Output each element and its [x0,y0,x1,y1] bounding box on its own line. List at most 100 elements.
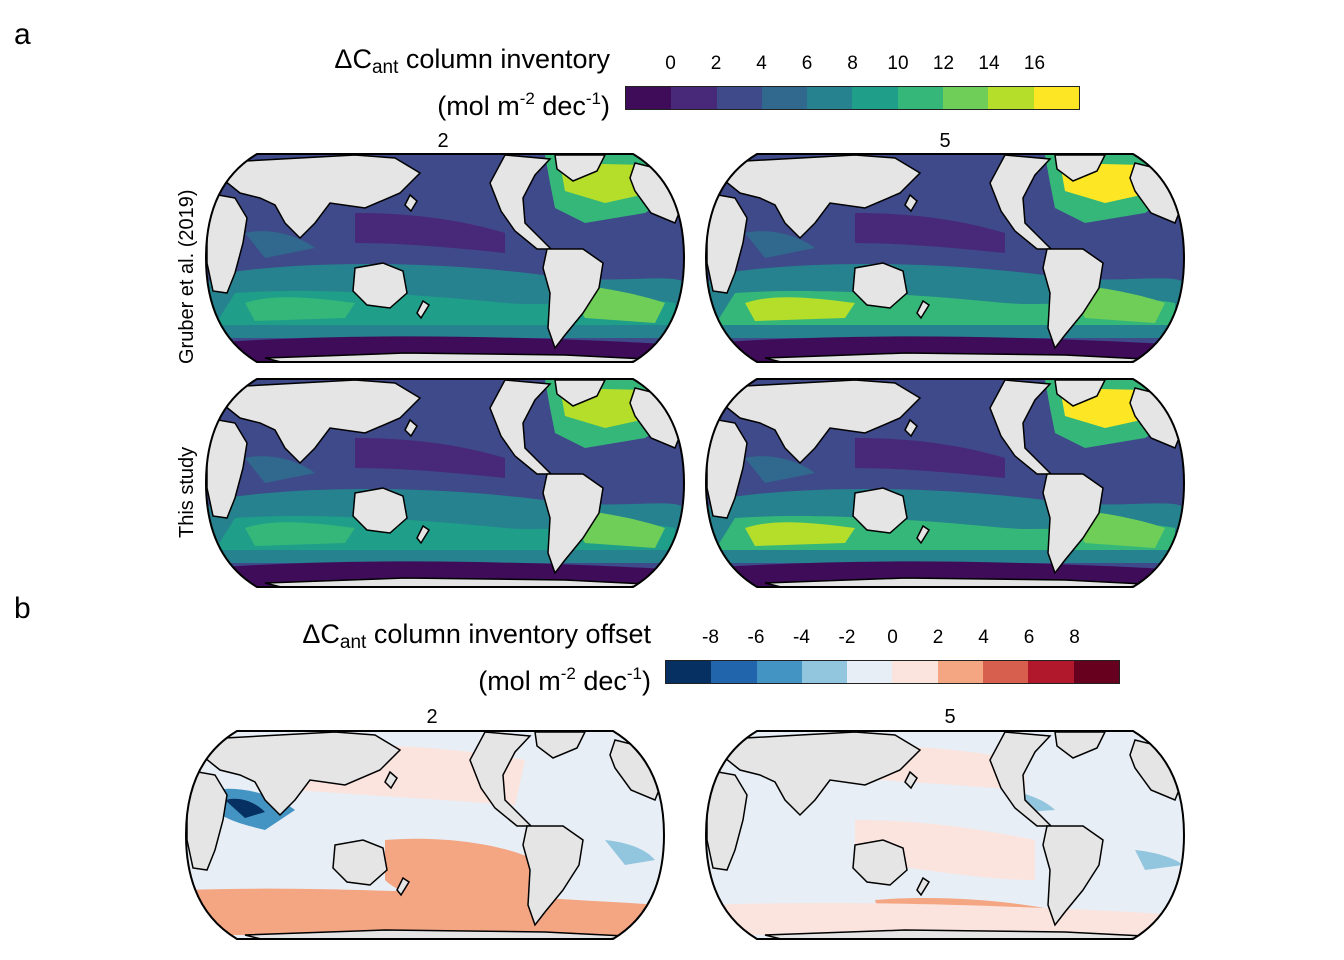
south-america-landmass [522,825,584,927]
col-title-a-right: 5 [939,130,951,152]
south-america-landmass [1042,825,1104,927]
africa-landmass [186,769,228,871]
colorbar-b-units: (mol m-2 dec-1) [478,665,651,695]
ocean-map [704,153,1186,363]
colorbar-segment [666,661,712,683]
field-region [225,798,265,818]
north-america-landmass [989,154,1053,250]
map-frame [704,730,1186,940]
south-america-landmass [542,248,604,350]
colorbar-tick-label: -2 [838,627,856,648]
map-frame [704,378,1186,588]
australia-landmass [852,839,908,886]
colorbar-segment [756,661,802,683]
australia-landmass [332,839,388,886]
colorbar-b-title: ΔCant column inventory offset [302,619,651,653]
field-region [355,438,505,478]
colorbar-segment [807,87,853,109]
field-region [245,456,315,483]
africa-landmass [206,192,248,294]
map-frame [204,378,686,588]
colorbar-tick-label: 4 [756,53,767,74]
title-rest: column inventory offset [366,619,651,649]
colorbar-segment [897,87,944,109]
field-region [245,522,355,546]
japan-landmass [904,770,918,790]
colorbar-segment [847,661,893,683]
ocean-map [704,730,1186,940]
colorbar-segment [626,87,672,109]
colorbar-segment [716,87,762,109]
col-title-a-left: 2 [437,130,449,152]
field-region [745,522,855,546]
colorbar-tick-label: 8 [1069,627,1080,648]
ocean-map [204,153,686,363]
south-america-landmass [542,473,604,575]
colorbar-tick-label: 10 [887,53,909,74]
field-region [855,438,1005,478]
panel-b-letter: b [14,592,31,625]
new-zealand-landmass [916,524,931,545]
japan-landmass [404,193,418,213]
south-america-landmass [1042,248,1104,350]
north-america-landmass [989,731,1053,827]
colorbar-segment [1033,87,1079,109]
colorbar-tick-label: 0 [887,627,898,648]
colorbar-tick-label: -6 [747,627,765,648]
units-exp2: -1 [585,89,601,108]
colorbar-tick-label: 2 [710,53,722,74]
units-pre: (mol m [437,91,520,121]
colorbar-tick-label: 6 [1023,627,1035,648]
japan-landmass [384,770,398,790]
map-frame [204,153,686,363]
new-zealand-landmass [416,524,431,545]
asia-landmass [723,154,922,240]
title-prefix: ΔC [334,44,372,74]
title-subscript: ant [371,57,399,78]
africa-landmass [706,192,748,294]
north-america-landmass [489,379,553,475]
north-america-landmass [489,154,553,250]
new-zealand-landmass [916,876,931,897]
units-mid: dec [534,91,586,121]
asia-landmass [203,731,402,817]
field-region [745,297,855,321]
colorbar-tick-label: 2 [932,627,944,648]
colorbar-segment [983,661,1029,683]
colorbar-tick-label: 6 [801,53,813,74]
new-zealand-landmass [916,299,931,320]
colorbar-tick-label: -8 [702,627,719,648]
colorbar-tick-label: 14 [978,53,1000,74]
row-label-gruber: Gruber et al. (2019) [176,189,198,364]
units-post: ) [601,91,610,121]
colorbar-segment [801,661,848,683]
north-america-landmass [469,731,533,827]
colorbar-tick-label: 12 [932,53,955,74]
australia-landmass [852,262,908,309]
map-frame [704,153,1186,363]
colorbar-tick-label: 8 [847,53,858,74]
asia-landmass [223,379,422,465]
colorbar-b [665,660,1120,684]
asia-landmass [723,731,922,817]
japan-landmass [404,418,418,438]
units-mid: dec [575,666,627,696]
ocean-map [184,730,666,940]
colorbar-segment [1073,661,1119,683]
japan-landmass [904,193,918,213]
colorbar-segment [892,661,938,683]
new-zealand-landmass [396,876,411,897]
colorbar-segment [711,661,757,683]
colorbar-segment [943,87,989,109]
row-label-this-study: This study [176,446,198,538]
field-region [385,838,535,910]
colorbar-segment [988,87,1034,109]
colorbar-segment [852,87,898,109]
field-region [245,231,315,258]
colorbar-tick-label: 4 [978,627,989,648]
field-region [745,456,815,483]
units-post: ) [642,666,651,696]
africa-landmass [206,417,248,519]
australia-landmass [852,487,908,534]
panel-a-letter: a [14,18,31,51]
